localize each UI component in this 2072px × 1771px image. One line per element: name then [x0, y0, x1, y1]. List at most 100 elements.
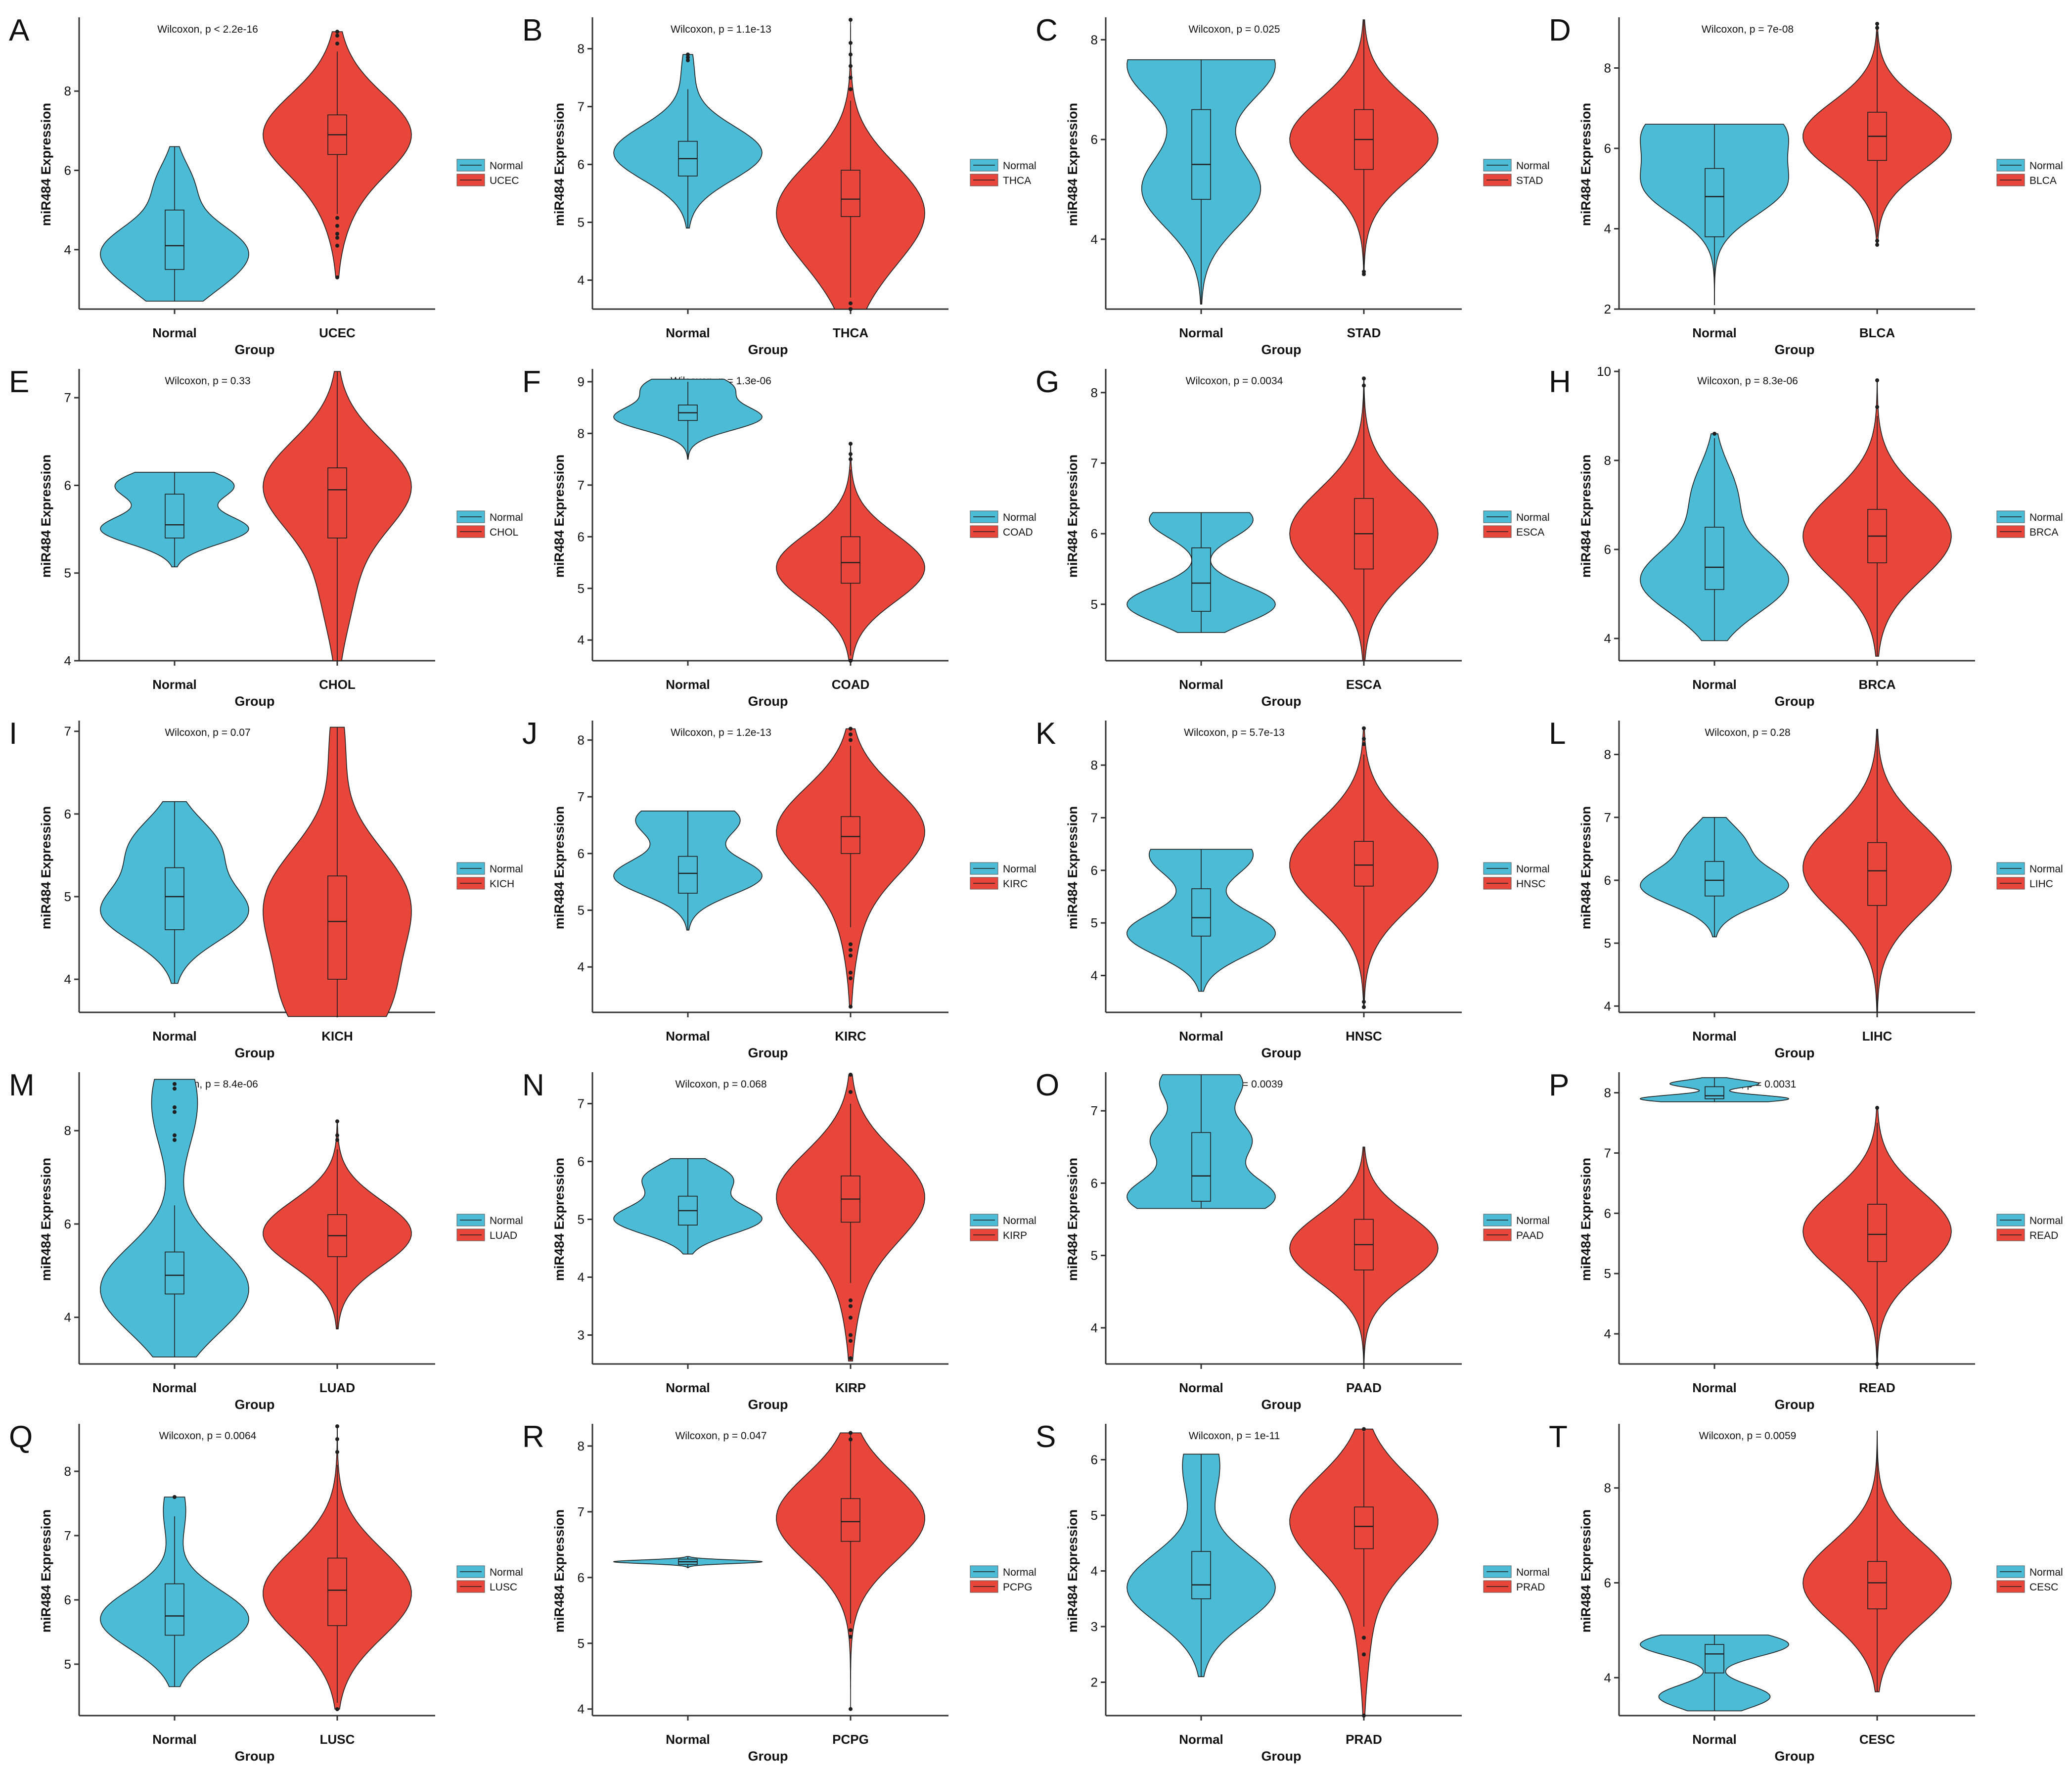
outlier-point [335, 1119, 339, 1124]
panel-letter: M [9, 1068, 35, 1102]
x-axis-title: Group [1775, 342, 1815, 357]
y-tick-label: 7 [1091, 455, 1098, 470]
wilcoxon-label: Wilcoxon, p = 0.33 [165, 375, 250, 387]
outlier-point [1362, 1652, 1366, 1657]
y-tick-label: 4 [578, 1270, 585, 1285]
outlier-point [849, 1298, 853, 1303]
y-tick-label: 8 [1604, 1481, 1611, 1496]
outlier-point [1875, 1106, 1879, 1110]
x-tick-label: KIRP [835, 1380, 866, 1395]
panel-letter: R [522, 1420, 544, 1454]
y-axis-title: miR484 Expression [39, 103, 53, 226]
legend-label-normal: Normal [1003, 512, 1036, 523]
y-tick-label: 4 [578, 273, 585, 288]
outlier-point [335, 231, 339, 236]
legend-label-tumor: READ [2029, 1230, 2058, 1241]
y-tick-label: 8 [1091, 758, 1098, 772]
y-tick-label: 5 [64, 889, 71, 904]
legend: Normal UCEC [456, 159, 523, 186]
y-tick-label: 5 [1604, 1266, 1611, 1281]
boxplot-box [841, 170, 860, 217]
x-tick-label: Normal [1179, 1380, 1223, 1395]
legend-label-tumor: KICH [490, 878, 514, 890]
y-tick-label: 4 [1604, 999, 1611, 1013]
y-axis-title: miR484 Expression [552, 1509, 567, 1633]
x-axis-title: Group [748, 694, 788, 709]
y-tick-label: 4 [1091, 232, 1098, 247]
legend-label-tumor: PCPG [1003, 1582, 1033, 1593]
legend: Normal STAD [1483, 159, 1550, 186]
outlier-point [686, 58, 690, 62]
outlier-point [849, 52, 853, 57]
outlier-point [849, 732, 853, 736]
y-tick-label: 2 [1604, 302, 1611, 317]
panel-t: T Wilcoxon, p = 0.0059 4 6 8 miR484 Expressio… [1549, 1420, 2063, 1764]
outlier-point [1362, 376, 1366, 381]
y-tick-label: 5 [1604, 936, 1611, 951]
y-tick-label: 5 [578, 581, 585, 596]
x-tick-label: Normal [152, 1732, 197, 1747]
boxplot-box [1705, 168, 1724, 237]
y-axis-title: miR484 Expression [1578, 806, 1593, 929]
outlier-point [849, 948, 853, 952]
outlier-point [1875, 1362, 1879, 1366]
y-tick-label: 9 [578, 374, 585, 389]
outlier-point [849, 976, 853, 981]
x-axis-title: Group [1775, 694, 1815, 709]
outlier-point [849, 442, 853, 446]
y-axis-title: miR484 Expression [552, 103, 567, 226]
outlier-point [1362, 742, 1366, 746]
x-axis-title: Group [748, 1397, 788, 1412]
outlier-point [335, 1707, 339, 1711]
legend: Normal KICH [456, 862, 523, 890]
y-tick-label: 8 [578, 732, 585, 747]
boxplot-box [327, 875, 347, 980]
x-tick-label: KIRC [835, 1029, 866, 1044]
outlier-point [1362, 736, 1366, 741]
wilcoxon-label: Wilcoxon, p = 0.0064 [159, 1430, 257, 1442]
legend-label-tumor: STAD [1516, 175, 1543, 186]
boxplot-box [841, 1498, 860, 1542]
y-tick-label: 7 [578, 789, 585, 804]
legend-label-normal: Normal [490, 863, 523, 875]
outlier-point [1362, 1427, 1366, 1431]
x-tick-label: CESC [1859, 1732, 1895, 1747]
y-tick-label: 6 [578, 157, 585, 172]
x-tick-label: ESCA [1346, 677, 1382, 692]
boxplot-box [1705, 861, 1724, 897]
legend-label-normal: Normal [2029, 1567, 2063, 1578]
x-axis-title: Group [235, 694, 275, 709]
legend-label-normal: Normal [490, 160, 523, 172]
y-tick-label: 4 [1604, 1326, 1611, 1341]
y-tick-label: 6 [1091, 1176, 1098, 1190]
panel-letter: F [522, 365, 541, 399]
y-axis-title: miR484 Expression [39, 806, 53, 929]
legend: Normal HNSC [1483, 862, 1550, 890]
x-tick-label: COAD [832, 677, 870, 692]
boxplot-box [1191, 888, 1211, 937]
y-tick-label: 3 [1091, 1619, 1098, 1634]
outlier-point [849, 1356, 853, 1361]
wilcoxon-label: Wilcoxon, p = 1.1e-13 [671, 24, 771, 35]
legend: Normal LUAD [456, 1214, 523, 1241]
x-tick-label: PCPG [832, 1732, 869, 1747]
y-tick-label: 2 [1091, 1675, 1098, 1690]
y-tick-label: 5 [578, 903, 585, 918]
panel-q: Q Wilcoxon, p = 0.0064 5 6 7 8 miR484 Expressi… [9, 1420, 523, 1764]
y-tick-label: 4 [1604, 631, 1611, 646]
wilcoxon-label: Wilcoxon, p < 2.2e-16 [157, 24, 258, 35]
x-tick-label: CHOL [319, 677, 356, 692]
x-tick-label: Normal [1692, 325, 1737, 340]
x-axis-title: Group [748, 1749, 788, 1764]
outlier-point [849, 954, 853, 958]
y-tick-label: 5 [578, 1212, 585, 1227]
y-tick-label: 6 [64, 163, 71, 178]
y-tick-label: 8 [1604, 747, 1611, 762]
legend: Normal ESCA [1483, 510, 1550, 538]
y-tick-label: 7 [64, 724, 71, 739]
y-tick-label: 6 [64, 1592, 71, 1607]
y-tick-label: 6 [578, 1154, 585, 1169]
y-axis-title: miR484 Expression [39, 454, 53, 578]
x-axis-title: Group [1261, 694, 1302, 709]
y-axis-title: miR484 Expression [552, 806, 567, 929]
